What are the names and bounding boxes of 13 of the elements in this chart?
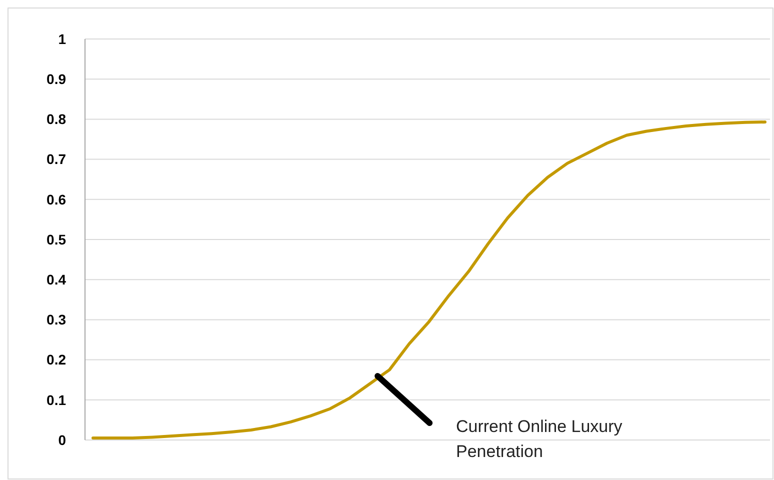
y-tick-label: 0.3 [46, 312, 66, 328]
y-tick-label: 0.8 [46, 111, 66, 128]
y-tick-label: 0 [58, 432, 66, 448]
line-series [92, 120, 766, 440]
y-tick-label: 0.7 [46, 151, 66, 168]
annotation: Current Online Luxury Penetration [456, 417, 623, 461]
y-tick-label: 1 [58, 30, 66, 47]
y-tick-label: 0.9 [46, 71, 66, 87]
y-tick-label: 0.2 [46, 352, 66, 368]
y-tick-label: 0.6 [46, 191, 66, 208]
y-tick-label: 0.1 [46, 392, 66, 408]
y-tick-label: 0.4 [46, 272, 66, 288]
y-tick-label: 0.5 [46, 231, 66, 248]
